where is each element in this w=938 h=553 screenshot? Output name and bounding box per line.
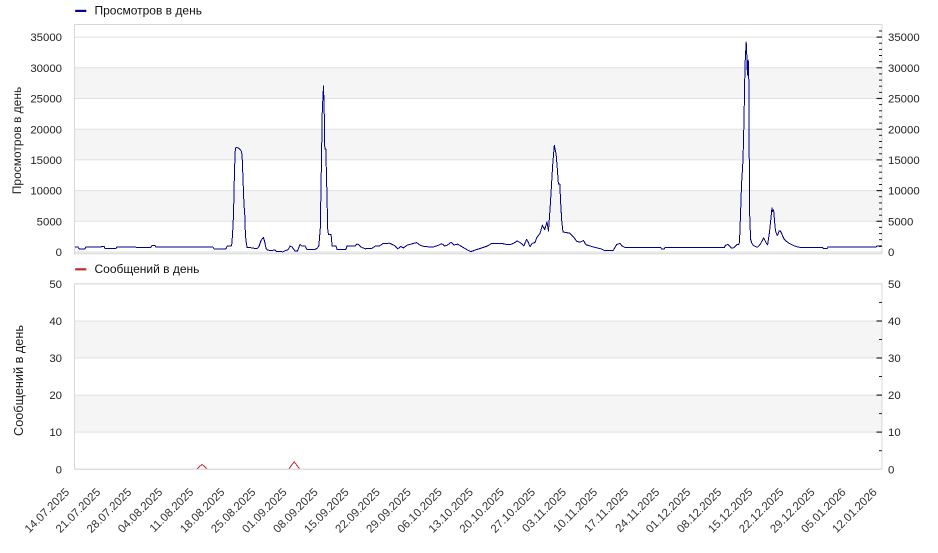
svg-text:20000: 20000	[30, 124, 62, 136]
svg-text:Сообщений в день: Сообщений в день	[12, 325, 26, 436]
svg-text:Просмотров в день: Просмотров в день	[10, 87, 24, 194]
svg-text:20000: 20000	[888, 124, 920, 136]
svg-text:5000: 5000	[37, 216, 62, 228]
svg-text:30: 30	[888, 353, 901, 365]
svg-text:25000: 25000	[888, 94, 920, 106]
svg-text:Просмотров в день: Просмотров в день	[95, 4, 202, 18]
svg-text:15000: 15000	[888, 155, 920, 167]
svg-text:0: 0	[56, 247, 62, 259]
svg-text:20: 20	[49, 390, 62, 402]
svg-text:30000: 30000	[888, 63, 920, 75]
svg-text:Сообщений в день: Сообщений в день	[95, 262, 200, 276]
svg-text:10: 10	[49, 427, 62, 439]
svg-text:10000: 10000	[888, 186, 920, 198]
svg-text:20: 20	[888, 390, 901, 402]
svg-text:0: 0	[56, 464, 62, 476]
svg-text:10000: 10000	[30, 186, 62, 198]
svg-text:10: 10	[888, 427, 901, 439]
svg-text:25000: 25000	[30, 94, 62, 106]
svg-text:50: 50	[49, 279, 62, 291]
svg-text:0: 0	[888, 464, 894, 476]
svg-text:40: 40	[888, 316, 901, 328]
svg-text:30: 30	[49, 353, 62, 365]
svg-text:30000: 30000	[30, 63, 62, 75]
svg-text:35000: 35000	[30, 32, 62, 44]
svg-text:5000: 5000	[888, 216, 913, 228]
svg-text:35000: 35000	[888, 32, 920, 44]
svg-text:50: 50	[888, 279, 901, 291]
svg-text:0: 0	[888, 247, 894, 259]
svg-text:15000: 15000	[30, 155, 62, 167]
svg-text:40: 40	[49, 316, 62, 328]
